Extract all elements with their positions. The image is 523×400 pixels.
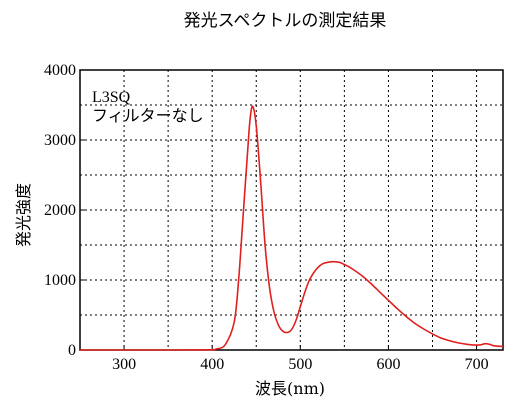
x-tick-label: 400 — [200, 356, 224, 373]
y-axis-label: 発光強度 — [14, 183, 33, 247]
x-tick-label: 600 — [376, 356, 400, 373]
x-tick-label: 700 — [465, 356, 489, 373]
series-layer — [80, 105, 504, 351]
annotation-filter: フィルターなし — [92, 107, 204, 125]
y-tick-label: 2000 — [44, 202, 76, 219]
y-tick-label: 4000 — [44, 62, 76, 79]
chart-title: 発光スペクトルの測定結果 — [184, 11, 387, 31]
y-tick-label: 3000 — [44, 132, 76, 149]
x-tick-label: 300 — [112, 356, 136, 373]
ticks: 300 400 500 600 700 0 1000 2000 3000 4000 — [44, 62, 489, 373]
annotation-sample: L3SQ — [92, 89, 131, 106]
y-tick-label: 1000 — [44, 272, 76, 289]
x-axis-label: 波長(nm) — [255, 379, 325, 398]
grid — [80, 70, 503, 350]
spectrum-line — [80, 105, 504, 351]
x-tick-label: 500 — [288, 356, 312, 373]
y-tick-label: 0 — [68, 342, 76, 359]
